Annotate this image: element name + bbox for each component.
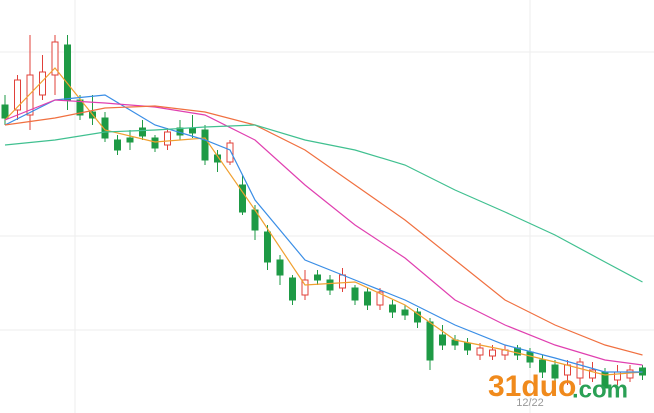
candle-body	[339, 274, 346, 289]
watermark-suffix: .com	[572, 376, 628, 403]
candle-body	[51, 41, 59, 76]
candle-body	[239, 184, 246, 213]
watermark: 31duo	[488, 370, 576, 403]
candle-body	[151, 137, 159, 149]
candle-body	[326, 279, 334, 291]
candle-body	[301, 279, 309, 296]
candle-body	[376, 291, 384, 306]
x-tick-label: 12/22	[516, 397, 544, 409]
candle-body	[139, 127, 146, 137]
candle-body	[226, 142, 234, 163]
candle-body	[26, 74, 34, 116]
candle-body	[76, 99, 84, 116]
candle-body	[126, 137, 134, 143]
candle-body	[489, 349, 496, 357]
candle-body	[414, 311, 421, 323]
candle-body	[189, 127, 196, 134]
candle-body	[401, 309, 409, 316]
candle-body	[14, 79, 21, 111]
candle-body	[364, 291, 371, 306]
candle-body	[439, 334, 446, 346]
candle-body	[464, 342, 471, 351]
candle-body	[101, 117, 109, 139]
moving-average-line	[4, 124, 643, 283]
candle-body	[264, 231, 271, 263]
candle-body	[314, 274, 321, 281]
candle-body	[1, 104, 9, 119]
candle-body	[64, 44, 71, 101]
moving-average-line	[4, 99, 643, 366]
moving-average-line	[4, 67, 643, 376]
candle-body	[201, 129, 209, 161]
candle-body	[289, 277, 296, 301]
candle-body	[589, 369, 596, 379]
moving-average-line	[4, 94, 643, 373]
candle-body	[476, 347, 484, 356]
candle-body	[351, 287, 359, 301]
candle-body	[426, 321, 434, 361]
candle-body	[626, 369, 634, 379]
candle-body	[576, 361, 584, 379]
candle-body	[389, 304, 396, 313]
candle-body	[551, 364, 559, 379]
moving-average-line	[4, 105, 643, 356]
candle-body	[539, 359, 546, 373]
candle-body	[276, 259, 284, 276]
plot-area	[1, 35, 646, 392]
candle-body	[164, 131, 171, 146]
candle-body	[114, 139, 121, 151]
